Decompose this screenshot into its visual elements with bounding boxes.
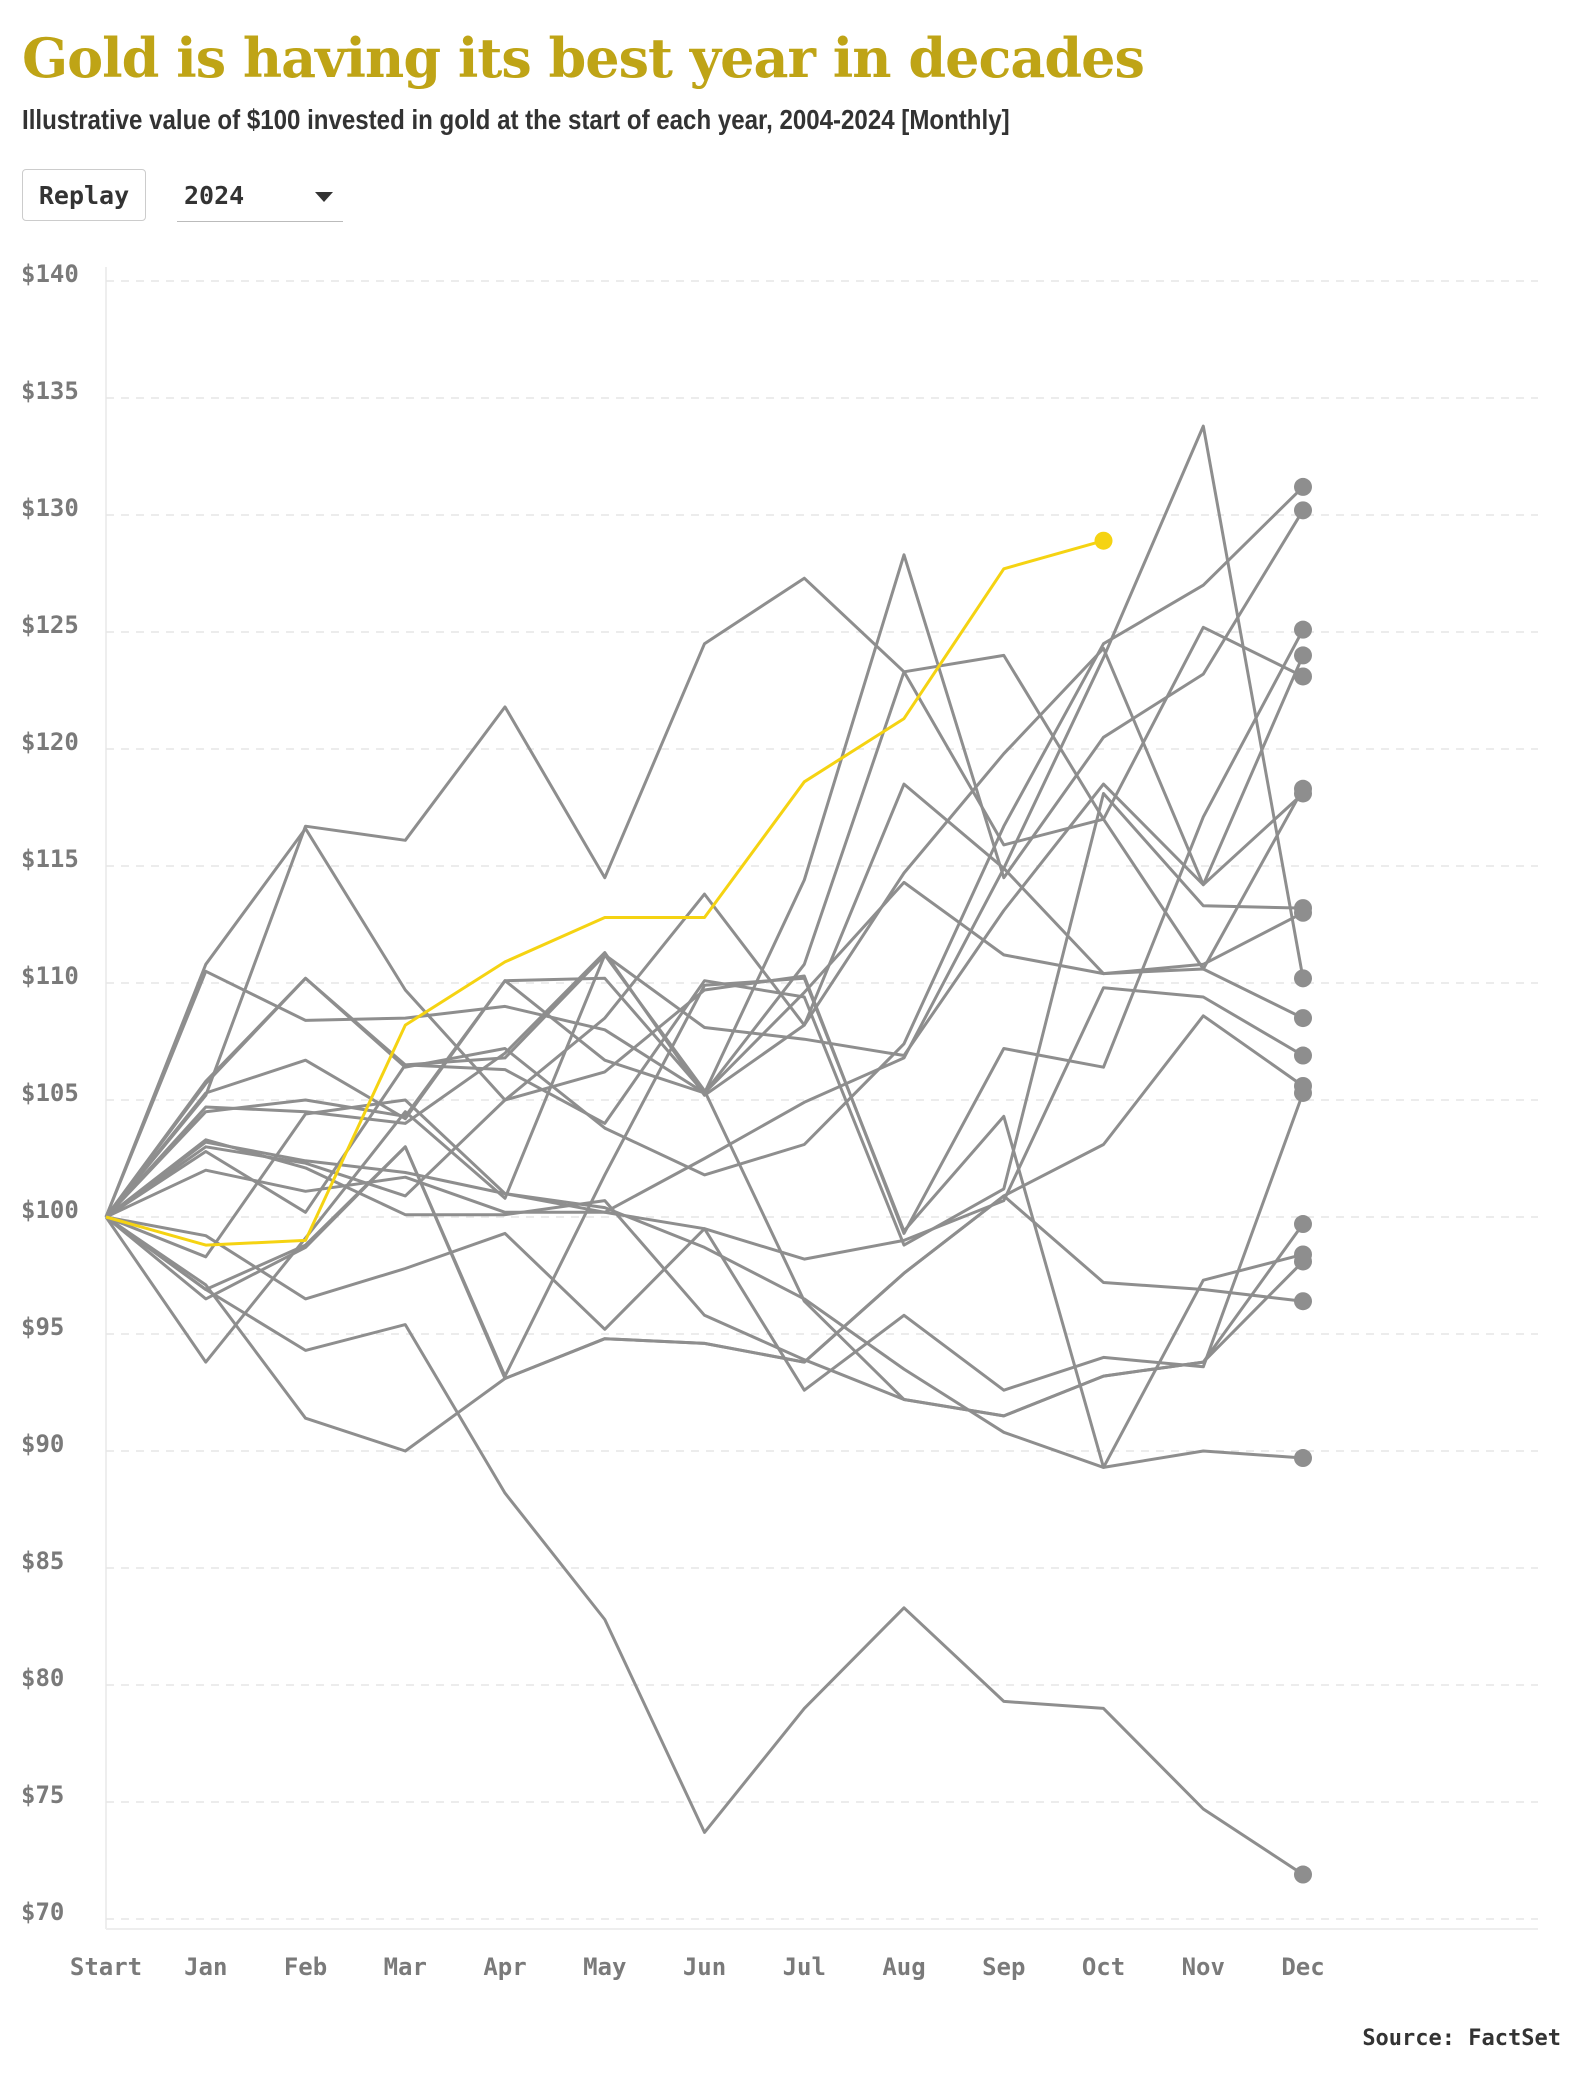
x-tick-label: Apr	[483, 1953, 526, 1981]
series-line	[105, 782, 1305, 1219]
replay-button[interactable]: Replay	[22, 169, 146, 221]
y-tick-label: $110	[21, 962, 79, 990]
series-line	[104, 880, 1304, 1219]
series-line	[105, 1194, 1304, 1453]
series-line	[105, 866, 1304, 1219]
x-tick-label: Oct	[1082, 1953, 1125, 1981]
end-dot	[1294, 969, 1312, 988]
x-tick-label: Mar	[384, 1953, 427, 1981]
end-dot	[1094, 531, 1113, 550]
end-dot	[1294, 620, 1312, 639]
y-tick-label: $95	[21, 1313, 64, 1341]
series-line	[105, 628, 1305, 1235]
x-tick-label: Sep	[982, 1953, 1025, 1981]
x-tick-label: Feb	[284, 1953, 327, 1981]
y-tick-label: $85	[21, 1547, 64, 1575]
chart-title: Gold is having its best year in decades	[22, 26, 1145, 90]
series-line	[104, 792, 1304, 1247]
x-tick-label: Jan	[184, 1953, 227, 1981]
series-line	[104, 646, 1305, 1219]
x-tick-label: Jul	[783, 1953, 826, 1981]
series-line	[105, 1140, 1304, 1469]
x-tick-label: Aug	[882, 1953, 925, 1981]
y-tick-label: $105	[21, 1079, 79, 1107]
end-dot	[1294, 1449, 1312, 1468]
year-dropdown[interactable]: 2024	[177, 170, 343, 222]
end-dot	[1294, 1083, 1312, 1102]
y-tick-label: $140	[21, 260, 79, 288]
series-line	[105, 539, 1104, 1247]
source: Source: FactSet	[1362, 2026, 1561, 2051]
end-dot	[1294, 501, 1312, 520]
end-dot	[1294, 1292, 1312, 1311]
dropdown-arrow	[315, 192, 333, 202]
series-line	[104, 953, 1305, 1418]
y-tick-label: $70	[21, 1898, 64, 1926]
end-dot	[1294, 477, 1312, 496]
series-line	[104, 576, 1305, 1218]
end-dot	[1294, 1252, 1312, 1271]
series-line	[104, 625, 1304, 1218]
end-dot	[1294, 1865, 1312, 1884]
series-line	[105, 1215, 1304, 1876]
y-tick-label: $115	[21, 845, 79, 873]
dropdown-value: 2024	[184, 181, 245, 210]
y-tick-label: $100	[21, 1196, 79, 1224]
chart-subtitle: Illustrative value of $100 invested in g…	[22, 104, 1010, 135]
x-tick-label: Start	[70, 1953, 142, 1981]
y-tick-label: $120	[21, 728, 79, 756]
series-line	[104, 424, 1305, 1218]
series-line	[105, 1092, 1305, 1392]
end-dot	[1294, 667, 1312, 686]
end-dot	[1294, 1215, 1312, 1234]
end-dot	[1294, 1046, 1312, 1065]
end-dot	[1294, 903, 1312, 922]
x-tick-label: Jun	[683, 1953, 726, 1981]
y-tick-label: $130	[21, 494, 79, 522]
end-dot	[1294, 646, 1312, 665]
series-line	[105, 976, 1304, 1469]
y-tick-label: $125	[21, 611, 79, 639]
x-tick-label: Dec	[1281, 1953, 1324, 1981]
y-tick-label: $80	[21, 1664, 64, 1692]
end-dot	[1294, 1009, 1312, 1028]
series-line	[104, 485, 1305, 1218]
x-tick-label: Nov	[1182, 1953, 1225, 1981]
x-tick-label: May	[583, 1953, 626, 1981]
y-tick-label: $90	[21, 1430, 64, 1458]
end-dot	[1294, 784, 1312, 803]
y-tick-label: $75	[21, 1781, 64, 1809]
y-tick-label: $135	[21, 377, 79, 405]
series-line	[105, 1014, 1304, 1380]
